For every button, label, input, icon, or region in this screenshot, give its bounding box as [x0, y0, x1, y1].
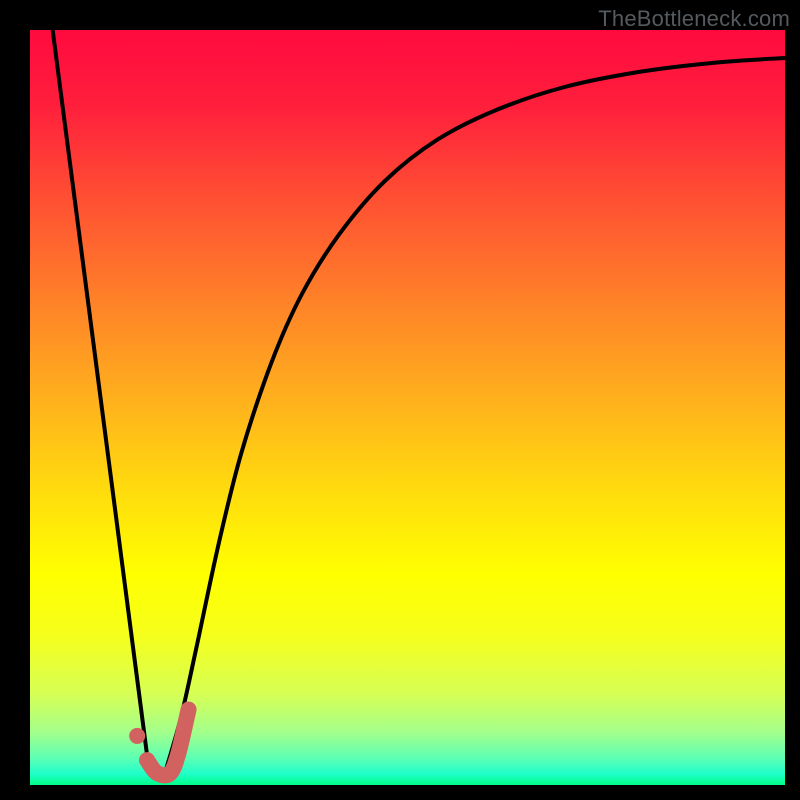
- chart-frame: TheBottleneck.com: [0, 0, 800, 800]
- plot-svg: [30, 30, 785, 785]
- gradient-background: [30, 30, 785, 785]
- point-marker: [129, 728, 145, 744]
- source-watermark: TheBottleneck.com: [598, 6, 790, 32]
- plot-area: [30, 30, 785, 785]
